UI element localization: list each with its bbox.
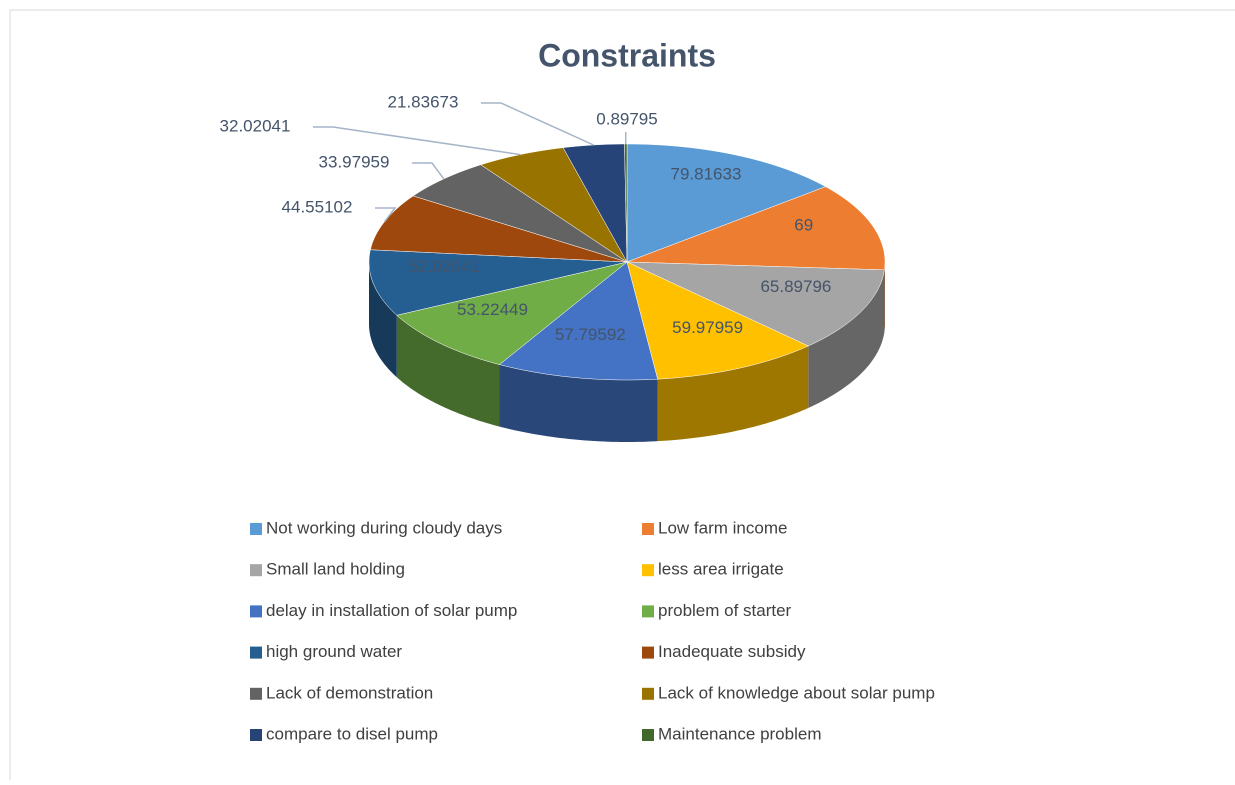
leader-line [481,102,594,146]
slice [626,261,885,347]
legend-swatch [642,523,654,535]
data-label: 44.55102 [282,197,353,216]
legend-swatch [642,687,654,700]
slice [368,249,628,316]
chart-title: Constraints [538,37,716,73]
leader-line [313,126,521,156]
leader-line [375,207,397,223]
legend-label: Not working during cloudy days [266,518,502,537]
slice [626,186,886,271]
slice [498,261,658,381]
legend-swatch [250,729,262,741]
legend-label: Small land holding [266,560,405,579]
legend-label: less area irrigate [658,560,784,579]
legend-swatch [642,564,654,577]
legend-label: high ground water [266,642,402,661]
legend-swatch [250,523,262,535]
slice-side [884,262,885,332]
slice-side [369,262,397,378]
legend-swatch [250,646,262,659]
pie-tops [368,143,886,381]
slice [626,143,827,263]
legend-label: Inadequate subsidy [658,642,806,661]
legend-label: Lack of demonstration [266,683,433,702]
legend-swatch [642,729,654,741]
data-label: 57.79592 [555,325,626,344]
legend-swatch [250,687,262,700]
data-label: 0.89795 [596,109,657,128]
data-labels: 79.81633 69 65.89796 59.97959 57.79592 53.224… [220,92,832,343]
legend-swatch [642,605,654,618]
slice-side [499,364,658,442]
legend-label: Lack of knowledge about solar pump [658,683,935,702]
legend-label: compare to disel pump [266,724,438,743]
slice-side [657,345,809,442]
legend-swatch [250,564,262,577]
slice-side [808,269,885,408]
data-label: 65.89796 [760,277,831,296]
slice [480,147,628,263]
slice [562,143,628,263]
legend-swatch [642,646,654,659]
slice [396,261,628,365]
data-label: 79.81633 [671,165,742,184]
slice [626,261,809,380]
slice [370,195,628,263]
data-label: 52.02041 [409,257,480,276]
slice [412,164,628,263]
data-label: 59.97959 [672,318,743,337]
legend-label: Maintenance problem [658,724,821,743]
legend-label: delay in installation of solar pump [266,601,517,620]
pie-sides [369,262,885,442]
data-label: 53.22449 [457,300,528,319]
slice-side [396,315,500,427]
frame [9,9,1235,780]
data-label: 32.02041 [220,116,291,135]
leader-line [412,162,445,180]
data-label: 21.83673 [388,92,459,111]
data-label: 33.97959 [319,152,390,171]
legend-swatch [250,605,262,618]
data-label: 69 [794,215,813,234]
legend: Not working during cloudy days Low farm i… [250,518,935,743]
legend-label: problem of starter [658,601,792,620]
legend-label: Low farm income [658,518,787,537]
